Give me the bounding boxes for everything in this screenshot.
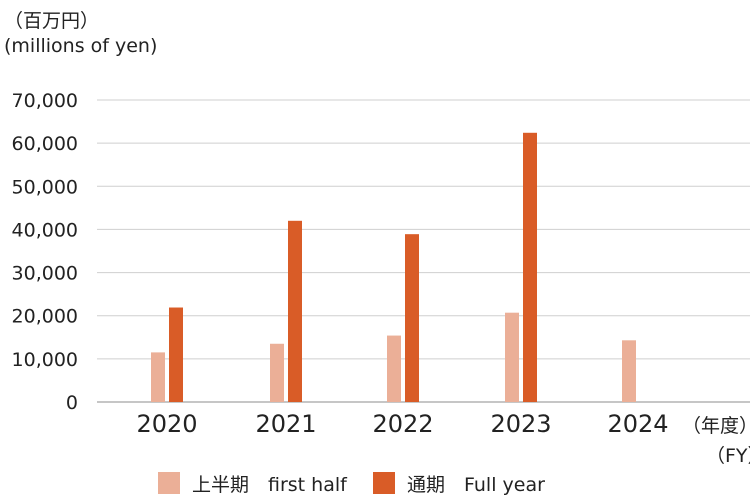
legend-swatch-full-year bbox=[373, 472, 395, 494]
y-tick-label: 10,000 bbox=[12, 349, 78, 371]
x-tick-label: 2022 bbox=[372, 410, 433, 438]
bar-full-year-2022 bbox=[405, 234, 419, 402]
legend-label-first-half: 上半期 first half bbox=[192, 473, 347, 496]
bar-first-half-2023 bbox=[505, 312, 519, 402]
legend-label-full-year: 通期 Full year bbox=[407, 473, 545, 496]
bar-full-year-2023 bbox=[523, 132, 537, 402]
y-unit-label-en: (millions of yen) bbox=[4, 35, 158, 57]
y-tick-label: 40,000 bbox=[12, 219, 78, 241]
y-tick-label: 50,000 bbox=[12, 176, 78, 198]
x-tick-label: 2024 bbox=[607, 410, 668, 438]
y-unit-label-jp: （百万円） bbox=[4, 10, 100, 32]
y-tick-label: 70,000 bbox=[12, 90, 78, 112]
bar-full-year-2021 bbox=[288, 220, 302, 402]
x-unit-label-en: （FY） bbox=[706, 445, 750, 467]
legend-swatch-first-half bbox=[158, 472, 180, 494]
legend-item-full-year: 通期 Full year bbox=[373, 468, 545, 498]
y-tick-label: 20,000 bbox=[12, 306, 78, 328]
bar-first-half-2022 bbox=[387, 335, 401, 402]
bar-first-half-2024 bbox=[622, 340, 636, 402]
x-tick-label: 2020 bbox=[136, 410, 197, 438]
x-unit-label-jp: （年度） bbox=[682, 415, 750, 437]
bar-first-half-2020 bbox=[151, 352, 165, 402]
y-tick-label: 30,000 bbox=[12, 263, 78, 285]
x-tick-label: 2021 bbox=[255, 410, 316, 438]
bar-first-half-2021 bbox=[270, 343, 284, 402]
y-tick-label: 60,000 bbox=[12, 133, 78, 155]
legend-item-first-half: 上半期 first half bbox=[158, 468, 347, 498]
bar-full-year-2020 bbox=[169, 307, 183, 402]
y-tick-label: 0 bbox=[66, 392, 78, 414]
x-tick-label: 2023 bbox=[490, 410, 551, 438]
